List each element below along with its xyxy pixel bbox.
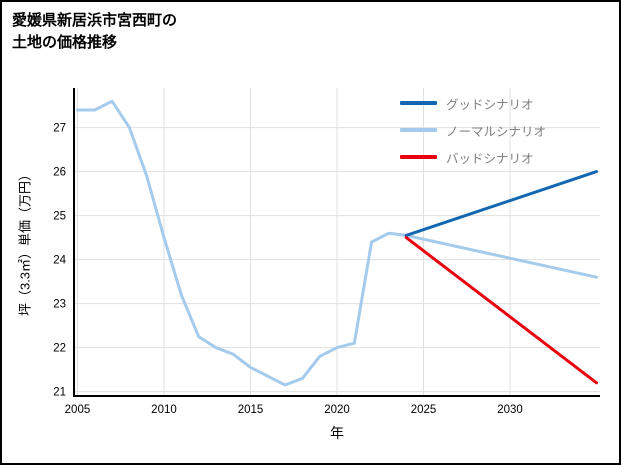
legend-item-good: グッドシナリオ (400, 94, 546, 112)
x-tick-label: 2020 (324, 404, 350, 416)
legend-swatch-normal (400, 128, 437, 132)
y-tick-label: 25 (53, 211, 66, 223)
page-title: 愛媛県新居浜市宮西町の 土地の価格推移 (12, 10, 177, 54)
chart-legend: グッドシナリオ ノーマルシナリオ バッドシナリオ (400, 94, 546, 175)
x-tick-label: 2015 (238, 404, 264, 416)
y-tick-label: 23 (53, 299, 66, 311)
series-line-bad (404, 236, 598, 385)
legend-item-bad: バッドシナリオ (400, 148, 546, 166)
series-line-good (404, 170, 598, 237)
x-tick-label: 2005 (65, 404, 91, 416)
legend-label-bad: バッドシナリオ (446, 151, 534, 166)
legend-label-good: グッドシナリオ (446, 97, 534, 112)
x-tick-label: 2010 (151, 404, 177, 416)
y-tick-label: 26 (53, 167, 66, 179)
page-title-line-2: 土地の価格推移 (12, 33, 118, 51)
legend-label-normal: ノーマルシナリオ (446, 124, 547, 139)
x-tick-label: 2025 (411, 404, 437, 416)
y-tick-label: 21 (53, 387, 66, 399)
y-tick-label: 24 (53, 255, 66, 267)
x-tick-label: 2030 (497, 404, 523, 416)
y-axis-title: 坪（3.3㎡）単価（万円） (17, 167, 33, 317)
page-title-line-1: 愛媛県新居浜市宮西町の (12, 12, 178, 29)
y-tick-label: 27 (53, 123, 66, 135)
legend-swatch-good (400, 101, 437, 105)
x-axis-title: 年 (330, 425, 344, 441)
series-line-normal (76, 99, 598, 387)
legend-swatch-bad (400, 155, 437, 159)
legend-item-normal: ノーマルシナリオ (400, 121, 546, 139)
y-tick-label: 22 (53, 343, 66, 355)
